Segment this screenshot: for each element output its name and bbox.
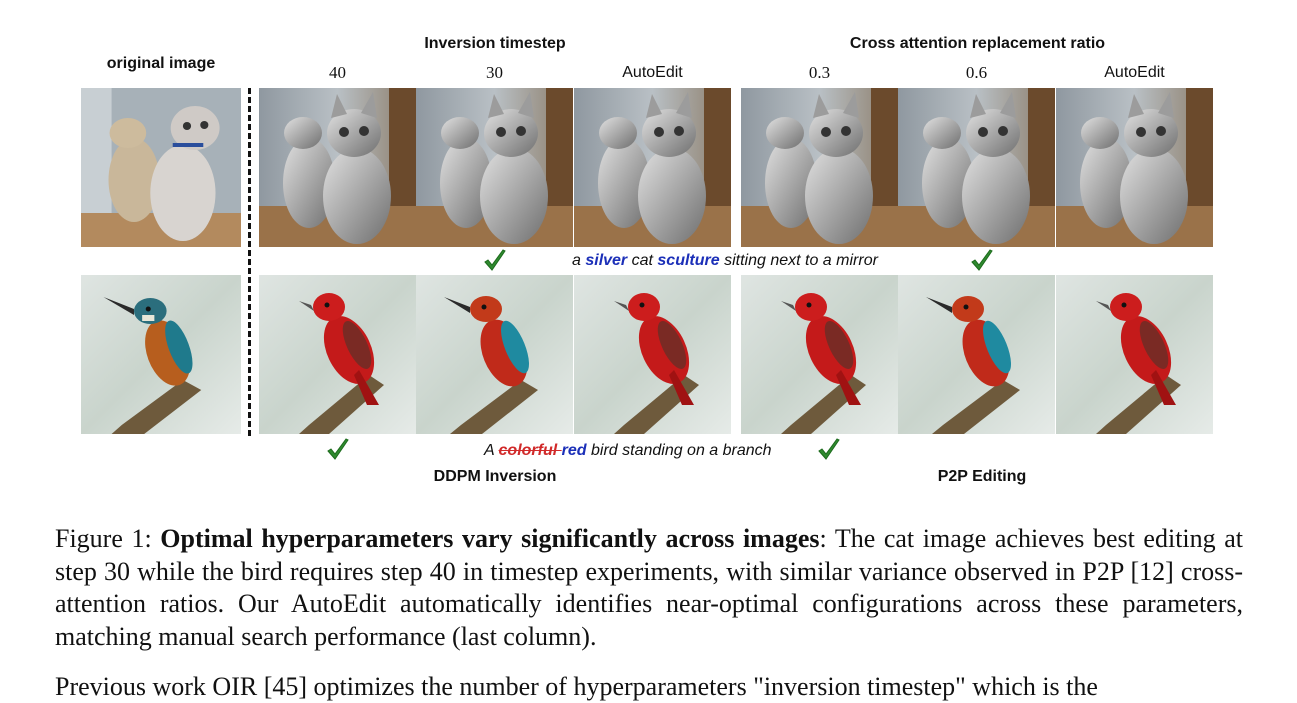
- check-icon: [327, 438, 349, 460]
- ddpm-inversion-label: DDPM Inversion: [433, 468, 557, 485]
- column-label-40: 40: [329, 63, 346, 82]
- inversion-timestep-header: Inversion timestep: [424, 35, 566, 52]
- bird-inversion-40-image: [259, 275, 416, 434]
- cat-inversion-30-image: [416, 88, 573, 247]
- original-bird-image: [81, 275, 241, 434]
- bird-p2p-autoedit-image: [1056, 275, 1213, 434]
- cat-inversion-40-image: [259, 88, 416, 247]
- cat-p2p-autoedit-image: [1056, 88, 1213, 247]
- check-icon: [484, 249, 506, 271]
- figure-caption: Figure 1: Optimal hyperparameters vary s…: [55, 524, 1243, 651]
- dashed-divider: [248, 88, 251, 436]
- column-label-0-6: 0.6: [965, 63, 988, 82]
- cat-p2p-0-3-image: [741, 88, 898, 247]
- check-icon: [971, 249, 993, 271]
- bird-prompt: A colorful red bird standing on a branch: [484, 442, 772, 459]
- original-cat-image: [81, 88, 241, 247]
- cat-inversion-autoedit-image: [574, 88, 731, 247]
- cat-prompt: a silver cat sculture sitting next to a …: [572, 252, 878, 269]
- bird-p2p-0-6-image: [898, 275, 1055, 434]
- column-label-autoedit-inversion: AutoEdit: [622, 64, 683, 81]
- original-image-header: original image: [106, 55, 216, 72]
- cat-p2p-0-6-image: [898, 88, 1055, 247]
- check-icon: [818, 438, 840, 460]
- column-label-0-3: 0.3: [808, 63, 831, 82]
- cross-attention-header: Cross attention replacement ratio: [849, 35, 1106, 52]
- p2p-editing-label: P2P Editing: [937, 468, 1027, 485]
- column-label-30: 30: [486, 63, 503, 82]
- bird-inversion-30-image: [416, 275, 573, 434]
- bird-inversion-autoedit-image: [574, 275, 731, 434]
- body-paragraph: Previous work OIR [45] optimizes the num…: [55, 672, 1098, 701]
- column-label-autoedit-p2p: AutoEdit: [1104, 64, 1165, 81]
- bird-p2p-0-3-image: [741, 275, 898, 434]
